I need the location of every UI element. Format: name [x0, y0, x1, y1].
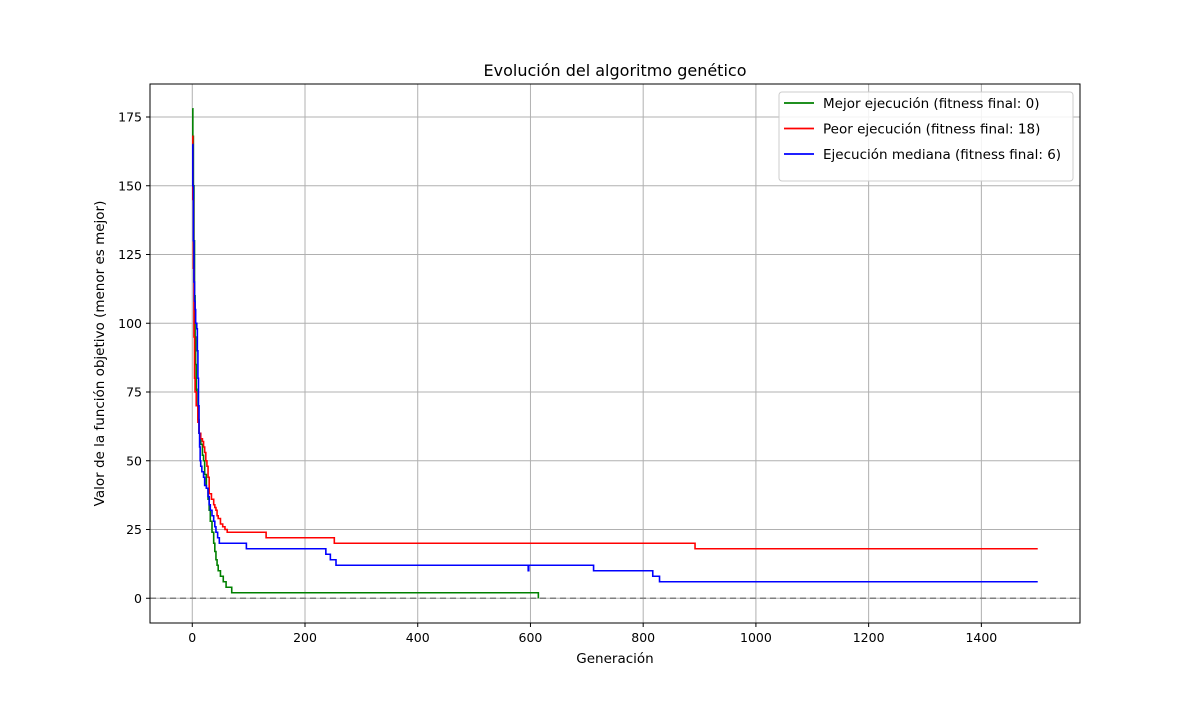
y-tick-label: 100	[118, 316, 142, 331]
x-tick-label: 600	[519, 630, 543, 645]
y-tick-label: 25	[126, 522, 142, 537]
y-tick-label: 150	[118, 178, 142, 193]
legend-label-3: Ejecución mediana (fitness final: 6)	[823, 147, 1061, 163]
x-tick-label: 200	[293, 630, 317, 645]
legend-label-1: Mejor ejecución (fitness final: 0)	[823, 96, 1040, 112]
y-tick-label: 0	[134, 591, 142, 606]
x-tick-label: 1200	[853, 630, 885, 645]
y-tick-label: 125	[118, 247, 142, 262]
chart-title: Evolución del algoritmo genético	[484, 61, 747, 80]
series-line-1	[192, 107, 540, 599]
x-tick-label: 400	[406, 630, 430, 645]
x-tick-label: 800	[631, 630, 655, 645]
x-tick-label: 0	[188, 630, 196, 645]
x-tick-label: 1000	[740, 630, 772, 645]
axis-ticks: 0 200 400 600 800 1000 1200 1400 0 25 50 75 100 125 15…	[118, 110, 997, 646]
plot-frame	[149, 83, 1081, 624]
series-line-2	[192, 135, 1038, 550]
legend-label-2: Peor ejecución (fitness final: 18)	[823, 122, 1040, 138]
x-axis-label: Generación	[576, 651, 653, 667]
y-tick-label: 75	[126, 385, 142, 400]
y-tick-label: 175	[118, 110, 142, 125]
x-tick-label: 1400	[965, 630, 997, 645]
y-axis-label: Valor de la función objetivo (menor es m…	[92, 201, 108, 507]
legend-box	[778, 91, 1074, 182]
series-group	[192, 107, 1038, 599]
y-tick-label: 50	[126, 453, 142, 468]
series-line-3	[192, 143, 1038, 583]
legend: Mejor ejecución (fitness final: 0) Peor e…	[778, 91, 1074, 182]
